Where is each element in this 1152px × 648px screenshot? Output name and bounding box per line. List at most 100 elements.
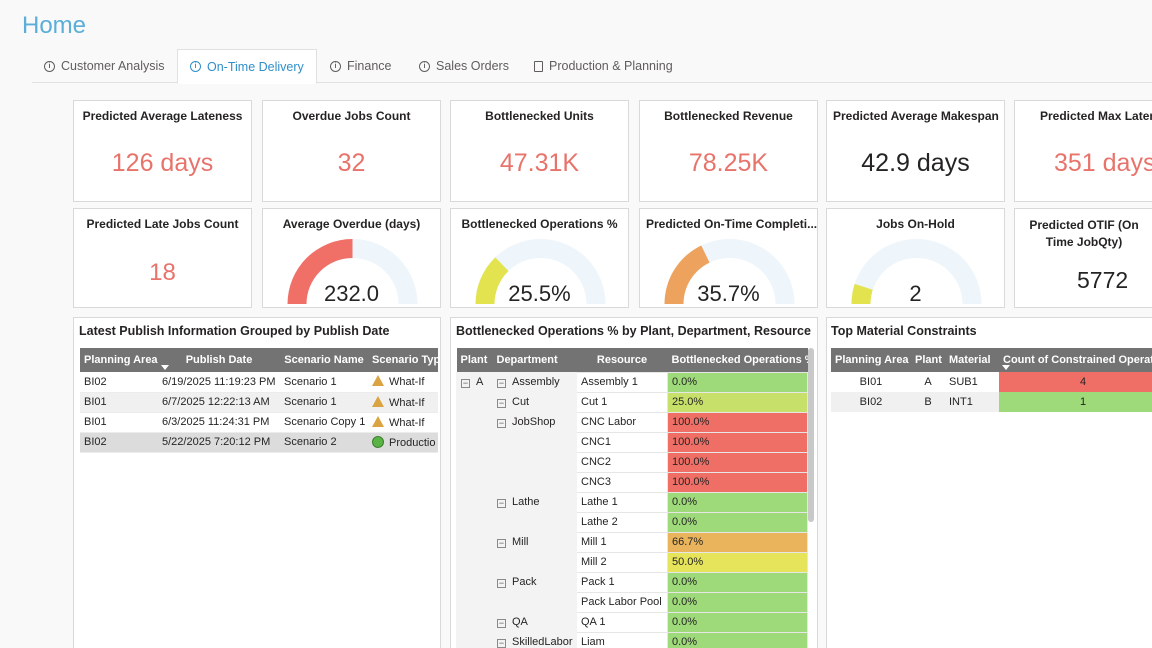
- kpi-card-predicted-average-makespan[interactable]: Predicted Average Makespan 42.9 days: [826, 100, 1005, 202]
- gauge-card-average-overdue[interactable]: Average Overdue (days) 232.0: [262, 208, 441, 308]
- bottleneck-value-cell: 0.0%: [667, 591, 808, 613]
- resource-cell: CNC3: [576, 471, 668, 493]
- collapse-icon[interactable]: −: [497, 397, 506, 408]
- department-cell[interactable]: − Mill: [492, 531, 577, 553]
- column-header[interactable]: Planning Area: [80, 348, 158, 372]
- department-cell[interactable]: − Pack: [492, 571, 577, 593]
- gauge-track: [475, 239, 606, 304]
- column-header[interactable]: Count of Constrained Operatio: [999, 348, 1152, 372]
- column-header[interactable]: Bottlenecked Operations %: [667, 348, 808, 372]
- matrix-row[interactable]: CNC1 100.0%: [456, 431, 808, 453]
- department-cell[interactable]: − Cut: [492, 391, 577, 413]
- department-cell[interactable]: − Assembly: [492, 371, 577, 393]
- kpi-card-predicted-late-jobs-count[interactable]: Predicted Late Jobs Count 18: [73, 208, 252, 308]
- collapse-icon[interactable]: −: [461, 377, 470, 388]
- tab-sales-orders[interactable]: i Sales Orders: [407, 49, 521, 83]
- material-cell: INT1: [945, 392, 999, 412]
- table-row[interactable]: BI02 B INT1 1: [831, 392, 1152, 412]
- warning-triangle-icon: [372, 395, 384, 407]
- matrix-row[interactable]: Mill 2 50.0%: [456, 551, 808, 573]
- collapse-icon[interactable]: −: [497, 637, 506, 648]
- department-label: Assembly: [512, 375, 560, 388]
- plant-cell-spacer: [456, 571, 493, 593]
- tab-customer-analysis[interactable]: i Customer Analysis: [32, 49, 177, 83]
- kpi-card-predicted-average-lateness[interactable]: Predicted Average Lateness 126 days: [73, 100, 252, 202]
- matrix-row[interactable]: Lathe 2 0.0%: [456, 511, 808, 533]
- collapse-icon[interactable]: −: [497, 417, 506, 428]
- matrix-row[interactable]: − A − Assembly Assembly 1 0.0%: [456, 371, 808, 393]
- matrix-row[interactable]: − JobShop CNC Labor 100.0%: [456, 411, 808, 433]
- collapse-icon[interactable]: −: [497, 577, 506, 588]
- kpi-card-bottlenecked-units[interactable]: Bottlenecked Units 47.31K: [450, 100, 629, 202]
- gauge-card-bottlenecked-operations[interactable]: Bottlenecked Operations % 25.5%: [450, 208, 629, 308]
- department-cell[interactable]: − JobShop: [492, 411, 577, 433]
- resource-cell: Pack Labor Pool: [576, 591, 668, 613]
- publish-date-cell: 6/7/2025 12:22:13 AM: [158, 392, 280, 413]
- bottleneck-value-cell: 100.0%: [667, 451, 808, 473]
- collapse-icon[interactable]: −: [497, 537, 506, 548]
- department-label: Mill: [512, 535, 529, 548]
- material-cell: SUB1: [945, 372, 999, 392]
- collapse-icon[interactable]: −: [497, 377, 506, 388]
- column-header[interactable]: Publish Date: [158, 348, 280, 372]
- bottleneck-value-cell: 0.0%: [667, 491, 808, 513]
- gauge-title: Predicted On-Time Completi...: [646, 217, 817, 231]
- department-cell[interactable]: − SkilledLabor: [492, 631, 577, 648]
- kpi-card-bottlenecked-revenue[interactable]: Bottlenecked Revenue 78.25K: [639, 100, 818, 202]
- tab-on-time-delivery[interactable]: i On-Time Delivery: [177, 49, 317, 84]
- matrix-row[interactable]: − Pack Pack 1 0.0%: [456, 571, 808, 593]
- tab-finance[interactable]: i Finance: [318, 49, 403, 83]
- column-header[interactable]: Plant: [456, 348, 493, 372]
- column-header[interactable]: Resource: [576, 348, 668, 372]
- vertical-scrollbar[interactable]: [808, 348, 814, 522]
- resource-cell: Cut 1: [576, 391, 668, 413]
- latest-publish-panel: Latest Publish Information Grouped by Pu…: [73, 317, 441, 648]
- tab-label: Finance: [347, 59, 392, 73]
- bottleneck-value-cell: 0.0%: [667, 511, 808, 533]
- matrix-row[interactable]: − Mill Mill 1 66.7%: [456, 531, 808, 553]
- matrix-row[interactable]: CNC3 100.0%: [456, 471, 808, 493]
- gauge-card-predicted-on-time-completion[interactable]: Predicted On-Time Completi... 35.7%: [639, 208, 818, 308]
- document-icon: [534, 60, 543, 72]
- table-row[interactable]: BI02 6/19/2025 11:19:23 PM Scenario 1 What-…: [80, 372, 438, 393]
- matrix-row[interactable]: CNC2 100.0%: [456, 451, 808, 473]
- table-row[interactable]: BI01 A SUB1 4: [831, 372, 1152, 392]
- department-cell[interactable]: − QA: [492, 611, 577, 633]
- table-row[interactable]: BI02 5/22/2025 7:20:12 PM Scenario 2 Produc…: [80, 432, 438, 453]
- column-header[interactable]: Plant: [911, 348, 945, 372]
- gauge-jobs-on-hold: [851, 239, 982, 304]
- info-icon: i: [44, 60, 55, 72]
- column-header[interactable]: Scenario Typ: [368, 348, 438, 372]
- gauge-bottlenecked-operations: [475, 239, 606, 304]
- plant-cell-spacer: [456, 611, 493, 633]
- tab-production-planning[interactable]: Production & Planning: [522, 49, 685, 83]
- table-row[interactable]: BI01 6/7/2025 12:22:13 AM Scenario 1 What-I…: [80, 392, 438, 413]
- matrix-row[interactable]: − Lathe Lathe 1 0.0%: [456, 491, 808, 513]
- matrix-row[interactable]: − QA QA 1 0.0%: [456, 611, 808, 633]
- kpi-card-overdue-jobs-count[interactable]: Overdue Jobs Count 32: [262, 100, 441, 202]
- column-header[interactable]: Material: [945, 348, 999, 372]
- resource-cell: CNC2: [576, 451, 668, 473]
- panel-title: Top Material Constraints: [831, 324, 977, 338]
- bottleneck-value-cell: 66.7%: [667, 531, 808, 553]
- kpi-card-predicted-max-lateness[interactable]: Predicted Max Laten 351 days: [1014, 100, 1152, 202]
- gauge-card-jobs-on-hold[interactable]: Jobs On-Hold 2: [826, 208, 1005, 308]
- column-header[interactable]: Planning Area: [831, 348, 911, 372]
- column-header[interactable]: Scenario Name: [280, 348, 368, 372]
- department-cell[interactable]: − Lathe: [492, 491, 577, 513]
- matrix-row[interactable]: − Cut Cut 1 25.0%: [456, 391, 808, 413]
- resource-cell: Lathe 1: [576, 491, 668, 513]
- bottleneck-value-cell: 100.0%: [667, 431, 808, 453]
- matrix-row[interactable]: Pack Labor Pool 0.0%: [456, 591, 808, 613]
- bottleneck-value-cell: 0.0%: [667, 631, 808, 648]
- collapse-icon[interactable]: −: [497, 617, 506, 628]
- collapse-icon[interactable]: −: [497, 497, 506, 508]
- kpi-card-predicted-otif[interactable]: Predicted OTIF (On Time JobQty) 5772: [1014, 208, 1152, 308]
- matrix-row[interactable]: − SkilledLabor Liam 0.0%: [456, 631, 808, 648]
- plant-cell[interactable]: − A: [456, 371, 493, 393]
- column-header[interactable]: Department: [492, 348, 577, 372]
- table-row[interactable]: BI01 6/3/2025 11:24:31 PM Scenario Copy 1 W…: [80, 412, 438, 433]
- table-header-row: Planning Area Publish Date Scenario Name…: [80, 348, 438, 372]
- scenario-name-cell: Scenario 1: [280, 372, 368, 393]
